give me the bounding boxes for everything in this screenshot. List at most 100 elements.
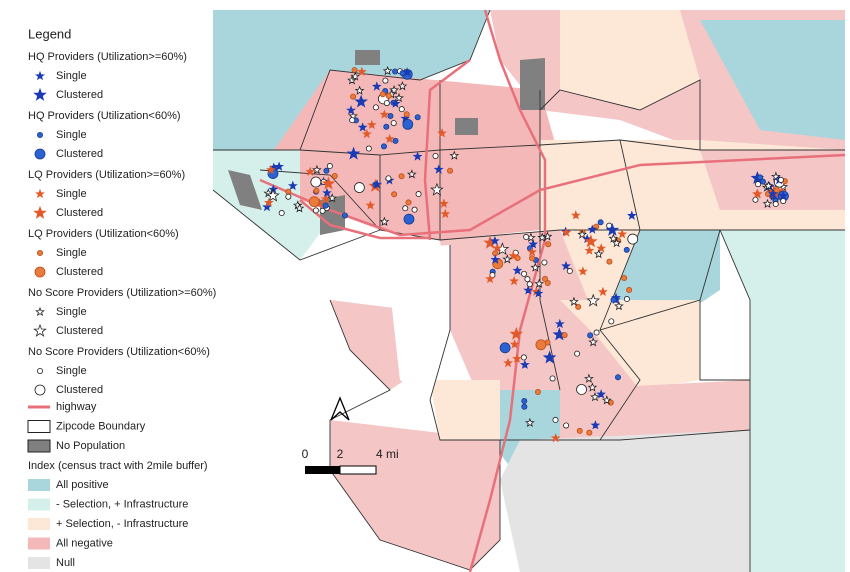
circle-symbol xyxy=(390,120,397,127)
circle-symbol xyxy=(576,427,583,434)
star-symbol xyxy=(519,359,530,369)
circle-symbol xyxy=(610,296,617,303)
circle-symbol xyxy=(285,193,292,200)
star-symbol xyxy=(533,288,544,298)
star-symbol xyxy=(372,179,382,189)
circle-symbol xyxy=(545,241,552,248)
circle-symbol xyxy=(777,176,784,183)
star-symbol xyxy=(508,250,519,261)
star-symbol xyxy=(379,216,390,226)
circle-symbol xyxy=(398,173,405,180)
legend-item: Single xyxy=(56,70,87,82)
circle-symbol xyxy=(593,329,600,336)
circle-symbol xyxy=(350,93,357,100)
star-symbol xyxy=(530,262,541,272)
star-symbol xyxy=(778,190,789,200)
circle-symbol xyxy=(37,249,44,256)
star-symbol xyxy=(437,128,447,138)
star-symbol xyxy=(406,169,417,179)
star-symbol xyxy=(570,210,581,220)
star-symbol xyxy=(33,205,47,219)
star-symbol xyxy=(586,293,600,307)
star-symbol xyxy=(762,198,773,208)
star-symbol xyxy=(264,197,274,207)
circle-symbol xyxy=(403,213,415,225)
circle-symbol xyxy=(529,255,536,262)
index-swatch xyxy=(28,498,50,511)
tract-mixed xyxy=(560,10,700,110)
layer-swatch xyxy=(27,439,51,453)
star-symbol xyxy=(265,164,276,175)
star-symbol xyxy=(347,75,357,85)
circle-symbol xyxy=(563,422,570,429)
legend-item: Single xyxy=(56,306,87,318)
star-symbol xyxy=(608,233,619,243)
star-symbol xyxy=(485,273,495,284)
star-symbol xyxy=(577,266,588,276)
circle-symbol xyxy=(331,173,338,180)
circle-symbol xyxy=(383,123,390,130)
star-symbol xyxy=(322,187,332,198)
star-symbol xyxy=(394,92,404,103)
star-symbol xyxy=(509,275,519,286)
star-symbol xyxy=(537,232,548,242)
legend-item: Single xyxy=(56,365,87,377)
circle-symbol xyxy=(402,118,414,130)
legend-item: + Selection, - Infrastructure xyxy=(56,518,188,530)
star-symbol xyxy=(587,224,598,234)
circle-symbol xyxy=(385,92,392,99)
star-symbol xyxy=(350,71,361,81)
circle-symbol xyxy=(561,332,568,339)
star-symbol xyxy=(525,417,535,427)
circle-symbol xyxy=(34,148,46,160)
circle-symbol xyxy=(37,131,44,138)
star-symbol xyxy=(492,243,503,253)
circle-symbol xyxy=(549,375,556,382)
circle-symbol xyxy=(521,403,528,410)
circle-symbol xyxy=(586,429,593,436)
star-symbol xyxy=(626,210,637,220)
circle-symbol xyxy=(597,219,604,226)
star-symbol xyxy=(561,260,571,271)
circle-symbol xyxy=(379,91,386,98)
star-symbol xyxy=(617,229,628,239)
star-symbol xyxy=(598,286,608,296)
circle-symbol xyxy=(385,175,392,182)
star-symbol xyxy=(35,306,45,317)
star-symbol xyxy=(534,278,545,288)
star-symbol xyxy=(614,301,624,311)
star-symbol xyxy=(365,200,376,210)
star-symbol xyxy=(382,65,393,76)
star-symbol xyxy=(312,164,322,175)
star-symbol xyxy=(262,201,272,212)
circle-symbol xyxy=(37,367,44,374)
circle-symbol xyxy=(310,176,322,188)
circle-symbol xyxy=(772,201,779,208)
star-symbol xyxy=(321,176,336,190)
index-swatch xyxy=(28,479,50,491)
circle-symbol xyxy=(405,199,412,206)
no-population xyxy=(228,170,262,210)
star-symbol xyxy=(752,188,762,199)
legend-item: All negative xyxy=(56,537,113,549)
circle-symbol xyxy=(541,259,548,266)
star-symbol xyxy=(357,122,368,132)
circle-symbol xyxy=(34,266,46,278)
star-symbol xyxy=(512,265,523,275)
circle-symbol xyxy=(313,187,320,194)
legend-item: Clustered xyxy=(56,384,103,396)
star-symbol xyxy=(305,166,316,176)
star-symbol xyxy=(384,133,395,144)
circle-symbol xyxy=(587,332,594,339)
north-arrow xyxy=(330,396,350,421)
legend-group-title: HQ Providers (Utilization<60%) xyxy=(28,110,181,122)
legend-item: Clustered xyxy=(56,148,103,160)
circle-symbol xyxy=(365,145,372,152)
circle-symbol xyxy=(627,233,639,245)
map: 0 2 4 mi xyxy=(212,9,846,572)
circle-symbol xyxy=(383,100,390,107)
circle-symbol xyxy=(606,258,613,265)
star-symbol xyxy=(502,254,513,264)
legend-item: No Population xyxy=(56,440,125,452)
circle-symbol xyxy=(520,354,527,361)
